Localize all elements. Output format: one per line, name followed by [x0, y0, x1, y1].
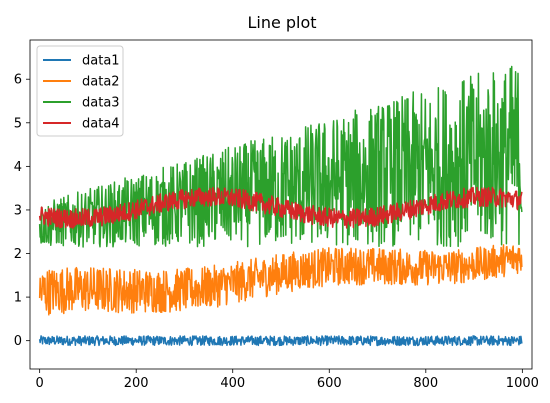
x-axis: 0 200 400 600 800 1000	[36, 369, 539, 391]
x-tick-label: 600	[317, 376, 342, 391]
series-line-data4	[38, 186, 523, 229]
y-tick-label: 3	[14, 203, 22, 218]
y-tick-label: 1	[14, 291, 22, 306]
legend: data1 data2 data3 data4	[36, 45, 124, 137]
legend-label-data3: data3	[82, 96, 120, 111]
x-tick-label: 200	[124, 376, 149, 391]
x-tick-label: 0	[36, 376, 44, 391]
legend-label-data1: data1	[82, 54, 120, 69]
y-tick-label: 0	[14, 334, 22, 349]
x-tick-label: 1000	[506, 376, 539, 391]
y-axis: 0 1 2 3 4 5 6	[14, 73, 30, 349]
series-line-data1	[38, 335, 523, 347]
x-tick-label: 800	[413, 376, 438, 391]
y-tick-label: 5	[14, 116, 22, 131]
legend-label-data2: data2	[82, 75, 120, 90]
plot-area	[29, 39, 533, 370]
legend-box	[36, 45, 124, 137]
plot-frame	[29, 39, 533, 370]
y-tick-label: 4	[14, 160, 22, 175]
series-line-data3	[38, 65, 523, 248]
chart-title: Line plot	[247, 13, 316, 32]
series-line-data2	[38, 244, 523, 316]
legend-label-data4: data4	[82, 117, 120, 132]
x-tick-label: 400	[220, 376, 245, 391]
y-tick-label: 2	[14, 247, 22, 262]
y-tick-label: 6	[14, 73, 22, 88]
